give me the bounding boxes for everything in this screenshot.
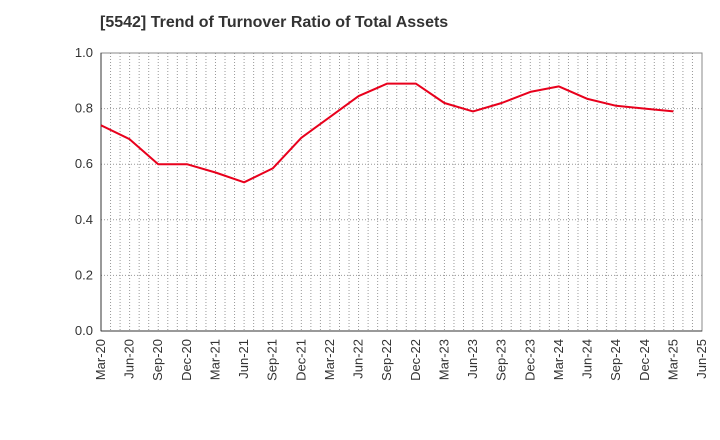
x-tick-label: Jun-20 — [122, 339, 137, 379]
y-tick-label: 1.0 — [75, 45, 93, 60]
x-tick-label: Sep-21 — [265, 339, 280, 381]
x-tick-label: Sep-20 — [150, 339, 165, 381]
series-line — [100, 82, 674, 184]
x-tick-label: Dec-20 — [179, 339, 194, 381]
x-tick-label: Dec-21 — [293, 339, 308, 381]
x-tick-label: Dec-22 — [408, 339, 423, 381]
y-tick-label: 0.6 — [75, 156, 93, 171]
x-tick-label: Mar-20 — [93, 339, 108, 380]
x-tick-labels: Mar-20 Jun-20 Sep-20 Dec-20 Mar-21 Jun-21 Sep-… — [93, 339, 709, 381]
x-tick-label: Jun-24 — [580, 339, 595, 379]
grid-lines — [101, 52, 702, 331]
y-tick-label: 0.2 — [75, 267, 93, 282]
y-tick-label: 0.0 — [75, 323, 93, 338]
x-tick-label: Dec-23 — [522, 339, 537, 381]
x-tick-label: Mar-23 — [436, 339, 451, 380]
x-tick-label: Sep-24 — [608, 339, 623, 381]
x-tick-label: Mar-24 — [551, 339, 566, 380]
x-tick-label: Mar-21 — [207, 339, 222, 380]
y-tick-label: 0.4 — [75, 212, 93, 227]
x-tick-label: Jun-25 — [694, 339, 709, 379]
axes — [100, 52, 703, 332]
series-layer — [100, 82, 674, 184]
x-tick-label: Mar-25 — [665, 339, 680, 380]
x-tick-label: Jun-22 — [351, 339, 366, 379]
x-tick-label: Jun-23 — [465, 339, 480, 379]
x-tick-label: Sep-23 — [494, 339, 509, 381]
x-tick-label: Sep-22 — [379, 339, 394, 381]
y-tick-labels: 0.0 0.2 0.4 0.6 0.8 1.0 — [75, 45, 93, 338]
x-tick-label: Mar-22 — [322, 339, 337, 380]
x-tick-label: Jun-21 — [236, 339, 251, 379]
chart-title: [5542] Trend of Turnover Ratio of Total … — [100, 14, 449, 31]
y-tick-label: 0.8 — [75, 101, 93, 116]
x-tick-label: Dec-24 — [637, 339, 652, 381]
plot-area-border — [100, 52, 703, 332]
